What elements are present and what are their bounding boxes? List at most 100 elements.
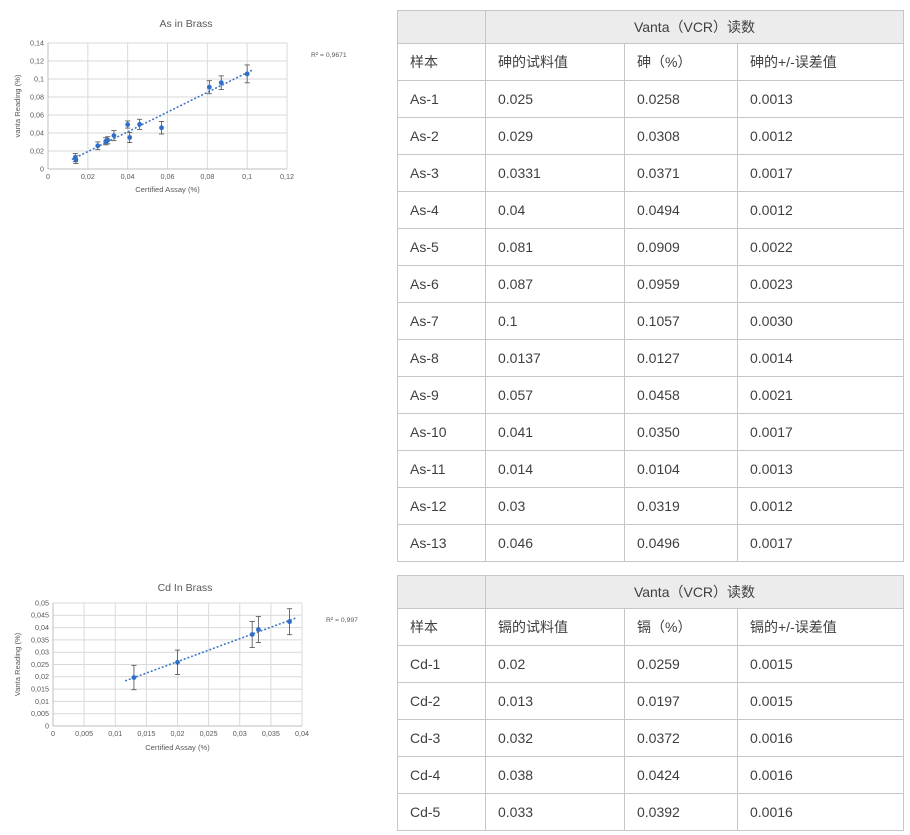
value-cell: 0.081 [485,228,625,266]
x-tick-label: 0 [46,172,50,181]
y-tick-label: 0 [45,721,49,730]
value-cell: 0.0308 [624,117,738,155]
x-tick-label: 0,02 [81,172,95,181]
table-row: As-4 0.04 0.0494 0.0012 [397,191,904,229]
table-row: As-9 0.057 0.0458 0.0021 [397,376,904,414]
value-cell: 0.0350 [624,413,738,451]
data-point [244,71,250,77]
y-axis-title: vanta Reading (%) [13,74,22,137]
r-squared-label: R² = 0,997 [326,617,358,624]
value-cell: 0.0023 [737,265,904,303]
column-header-cell: 镉的+/-误差值 [737,608,904,646]
x-tick-label: 0,035 [262,729,280,738]
y-tick-label: 0,05 [35,598,49,607]
x-tick-label: 0,1 [242,172,252,181]
column-header-cell: 砷（%） [624,43,738,81]
table-row: As-8 0.0137 0.0127 0.0014 [397,339,904,377]
sample-id-cell: Cd-2 [397,682,486,720]
y-tick-label: 0,005 [31,709,49,718]
value-cell: 0.0015 [737,682,904,720]
column-header-row: 样本 镉的试料值 镉（%） 镉的+/-误差值 [397,608,904,646]
as-table: Vanta（VCR）读数 样本 砷的试料值 砷（%） 砷的+/-误差值 As-1 0.025… [397,10,904,562]
table-row: As-5 0.081 0.0909 0.0022 [397,228,904,266]
value-cell: 0.0371 [624,154,738,192]
value-cell: 0.0017 [737,154,904,192]
table-row: As-1 0.025 0.0258 0.0013 [397,80,904,118]
table-row: As-2 0.029 0.0308 0.0012 [397,117,904,155]
value-cell: 0.0392 [624,793,738,831]
sample-id-cell: Cd-1 [397,645,486,683]
data-point [218,80,224,86]
tick-labels: 0 0,02 0,04 0,06 0,08 0,1 0,12 0 0,02 0,04 0,06 0,0… [30,38,294,181]
corner-cell [397,575,486,609]
sample-id-cell: As-2 [397,117,486,155]
data-point [95,143,101,149]
value-cell: 0.0016 [737,793,904,831]
table-title-row: Vanta（VCR）读数 [397,10,904,44]
table-row: Cd-4 0.038 0.0424 0.0016 [397,756,904,794]
table-row: As-7 0.1 0.1057 0.0030 [397,302,904,340]
trendline [71,68,254,160]
value-cell: 0.0331 [485,154,625,192]
value-cell: 0.0013 [737,80,904,118]
x-axis-title: Certified Assay (%) [135,185,200,194]
value-cell: 0.0012 [737,117,904,155]
y-tick-label: 0,035 [31,635,49,644]
sample-id-cell: As-10 [397,413,486,451]
y-tick-label: 0,025 [31,660,49,669]
value-cell: 0.0494 [624,191,738,229]
grid-lines [47,42,288,170]
value-cell: 0.0258 [624,80,738,118]
y-tick-label: 0,02 [30,146,44,155]
column-header-cell: 砷的试料值 [485,43,625,81]
value-cell: 0.0909 [624,228,738,266]
data-point [175,659,180,665]
value-cell: 0.0319 [624,487,738,525]
y-tick-label: 0,02 [35,672,49,681]
value-cell: 0.1057 [624,302,738,340]
y-tick-label: 0,08 [30,92,44,101]
data-point [111,133,117,139]
value-cell: 0.0017 [737,413,904,451]
sample-id-cell: As-9 [397,376,486,414]
value-cell: 0.046 [485,524,625,562]
column-header-cell: 镉（%） [624,608,738,646]
value-cell: 0.04 [485,191,625,229]
value-cell: 0.014 [485,450,625,488]
data-point [206,84,212,90]
value-cell: 0.038 [485,756,625,794]
value-cell: 0.0015 [737,645,904,683]
x-tick-label: 0,025 [200,729,218,738]
data-points [131,619,292,680]
table-row: As-3 0.0331 0.0371 0.0017 [397,154,904,192]
table-row: As-13 0.046 0.0496 0.0017 [397,524,904,562]
data-point [127,135,133,140]
column-header-row: 样本 砷的试料值 砷（%） 砷的+/-误差值 [397,43,904,81]
sample-id-cell: As-7 [397,302,486,340]
chart-title: As in Brass [159,18,212,30]
table-row: As-11 0.014 0.0104 0.0013 [397,450,904,488]
value-cell: 0.057 [485,376,625,414]
as-in-brass-chart: 0 0,02 0,04 0,06 0,08 0,1 0,12 0 0,02 0,04 0,06 0,0… [13,18,347,194]
value-cell: 0.1 [485,302,625,340]
sample-id-cell: As-3 [397,154,486,192]
value-cell: 0.032 [485,719,625,757]
table-row: Cd-1 0.02 0.0259 0.0015 [397,645,904,683]
y-tick-label: 0,1 [34,74,44,83]
sample-id-cell: As-11 [397,450,486,488]
y-tick-label: 0,045 [31,611,49,620]
table-row: Cd-2 0.013 0.0197 0.0015 [397,682,904,720]
table-title: Vanta（VCR）读数 [485,10,904,44]
value-cell: 0.0016 [737,719,904,757]
x-axis-title: Certified Assay (%) [145,743,210,752]
value-cell: 0.025 [485,80,625,118]
x-tick-label: 0 [51,729,55,738]
trendline [124,616,298,682]
error-bars [131,608,293,691]
table-row: Cd-5 0.033 0.0392 0.0016 [397,793,904,831]
x-tick-label: 0,12 [280,172,294,181]
table-row: As-12 0.03 0.0319 0.0012 [397,487,904,525]
value-cell: 0.0030 [737,302,904,340]
table-row: Cd-3 0.032 0.0372 0.0016 [397,719,904,757]
